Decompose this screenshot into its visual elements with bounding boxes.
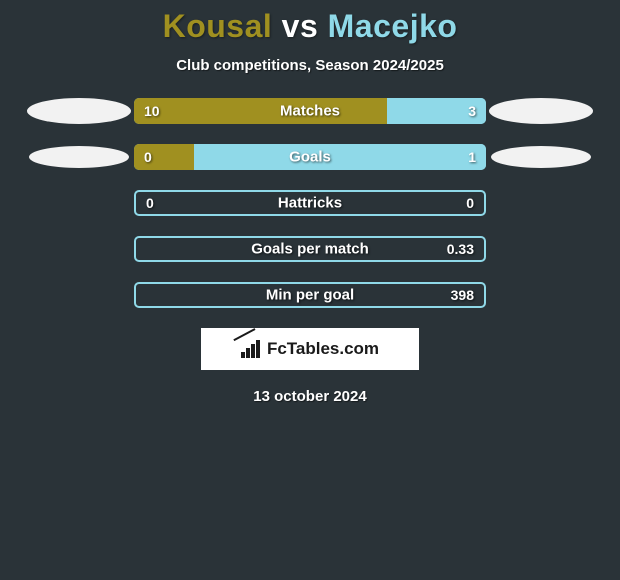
ellipse-icon bbox=[27, 98, 131, 124]
stat-label: Min per goal bbox=[136, 287, 484, 304]
stat-row: 00Hattricks bbox=[0, 190, 620, 216]
right-badge bbox=[486, 98, 596, 124]
right-badge bbox=[486, 146, 596, 168]
stat-label: Goals per match bbox=[136, 241, 484, 258]
stat-label: Hattricks bbox=[136, 195, 484, 212]
ellipse-icon bbox=[489, 98, 593, 124]
ellipse-icon bbox=[29, 146, 129, 168]
brand-text: FcTables.com bbox=[267, 339, 379, 359]
stats-card: Kousal vs Macejko Club competitions, Sea… bbox=[0, 0, 620, 405]
left-badge bbox=[24, 98, 134, 124]
stat-bar: 103Matches bbox=[134, 98, 486, 124]
stat-row: 01Goals bbox=[0, 144, 620, 170]
stat-bar: 00Hattricks bbox=[134, 190, 486, 216]
title-vs: vs bbox=[282, 8, 319, 44]
stat-label: Matches bbox=[134, 103, 486, 120]
stat-bar: 0.33Goals per match bbox=[134, 236, 486, 262]
stat-label: Goals bbox=[134, 149, 486, 166]
date-text: 13 october 2024 bbox=[0, 388, 620, 405]
brand-logo: FcTables.com bbox=[201, 328, 419, 370]
rows-container: 103Matches 01Goals 00Hattricks 0.33Goals pe… bbox=[0, 98, 620, 308]
title-player1: Kousal bbox=[163, 8, 273, 44]
stat-row: 0.33Goals per match bbox=[0, 236, 620, 262]
subtitle: Club competitions, Season 2024/2025 bbox=[0, 57, 620, 74]
left-badge bbox=[24, 146, 134, 168]
stat-bar: 398Min per goal bbox=[134, 282, 486, 308]
chart-icon bbox=[241, 340, 263, 358]
ellipse-icon bbox=[491, 146, 591, 168]
stat-row: 103Matches bbox=[0, 98, 620, 124]
stat-row: 398Min per goal bbox=[0, 282, 620, 308]
title: Kousal vs Macejko bbox=[0, 8, 620, 45]
stat-bar: 01Goals bbox=[134, 144, 486, 170]
title-player2: Macejko bbox=[328, 8, 458, 44]
